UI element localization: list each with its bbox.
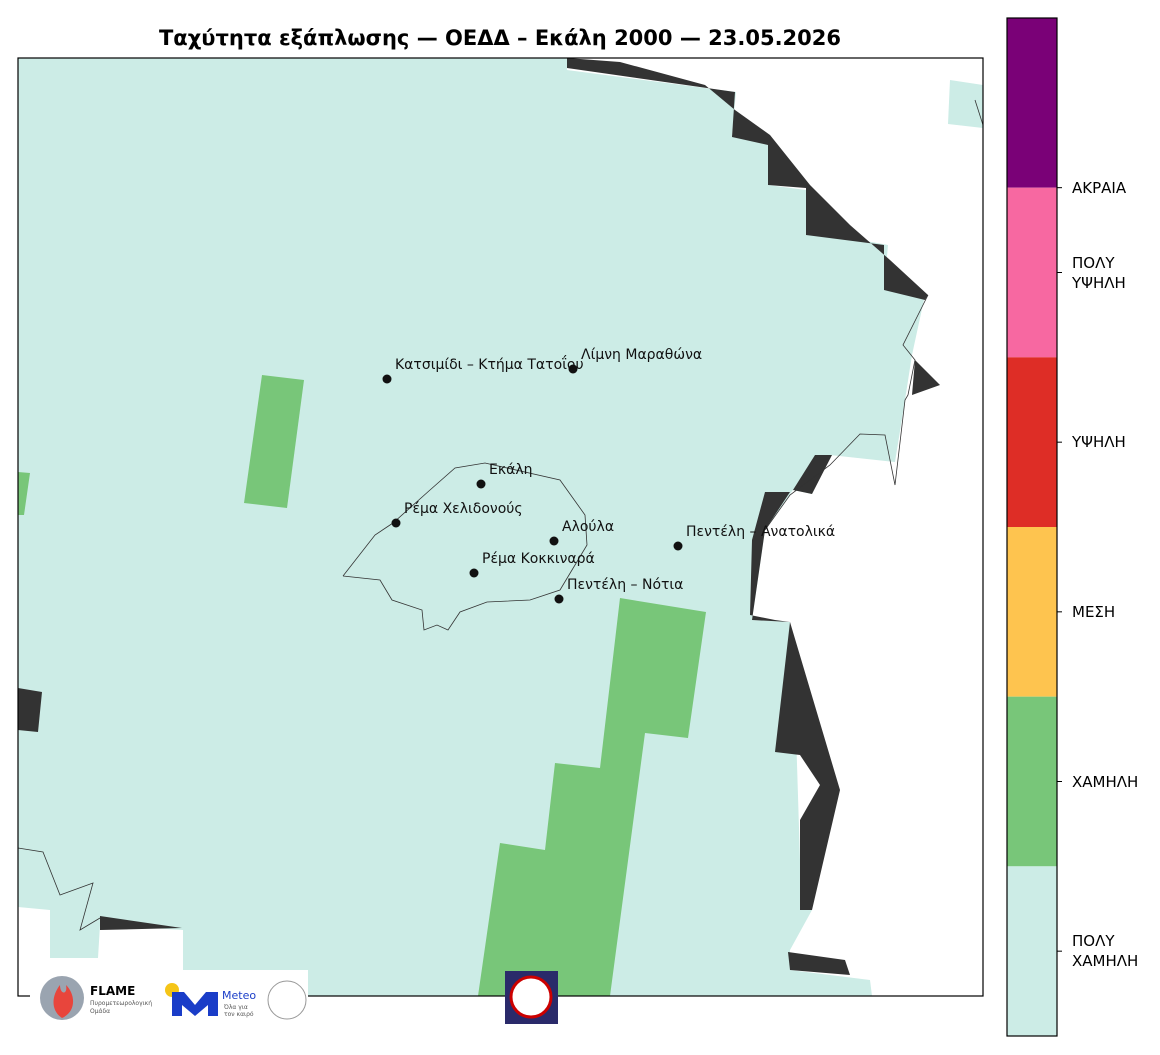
colorbar-label: ΠΟΛΥ ΥΨΗΛΗ <box>1072 253 1126 292</box>
place-marker <box>673 541 683 551</box>
coastline <box>974 99 984 126</box>
colorbar-label: ΠΟΛΥ ΧΑΜΗΛΗ <box>1072 932 1139 971</box>
place-label: Πεντέλη – Νότια <box>567 577 684 593</box>
unburnable <box>18 688 42 732</box>
meteo-text: Meteo <box>222 989 256 1002</box>
flame-icon <box>53 985 74 1018</box>
zone-low <box>244 375 304 508</box>
colorbar-band <box>1007 187 1057 358</box>
unburnable <box>750 492 790 622</box>
colorbar <box>1006 17 1062 1037</box>
place-marker <box>568 364 578 374</box>
coastline <box>764 294 929 531</box>
logos: FLAME Meteo <box>30 970 558 1028</box>
unburnable <box>775 622 840 910</box>
flame-text: FLAME <box>90 984 135 998</box>
map-frame <box>17 57 984 997</box>
unburnable <box>100 916 182 930</box>
place-label: Κατσιμίδι – Κτήμα Τατοΐου <box>395 357 584 373</box>
zone-very-low <box>18 58 925 996</box>
unburnable <box>567 58 928 300</box>
coastline <box>17 847 101 931</box>
meteo-m <box>172 992 218 1016</box>
map-area <box>17 57 984 997</box>
colorbar-label: ΥΨΗΛΗ <box>1072 433 1126 452</box>
fire-service-emblem <box>509 975 553 1019</box>
place-marker <box>549 536 559 546</box>
zone-low <box>478 598 706 996</box>
colorbar-band <box>1007 696 1057 867</box>
seal-logo <box>267 980 307 1020</box>
place-label: Ρέμα Χελιδονούς <box>404 501 523 517</box>
meteo-subtext: Όλα για τον καιρό <box>224 1004 254 1018</box>
boundary <box>342 462 588 631</box>
place-marker <box>391 518 401 528</box>
zone-low <box>18 472 30 515</box>
colorbar-band <box>1007 18 1057 188</box>
colorbar-band <box>1007 527 1057 697</box>
place-label: Ρέμα Κοκκιναρά <box>482 551 595 567</box>
place-marker <box>469 568 479 578</box>
place-label: Αλούλα <box>562 519 615 535</box>
place-marker <box>554 594 564 604</box>
colorbar-frame <box>1006 17 1058 1037</box>
flame-subtext: Πυρομετεωρολογική Ομάδα <box>90 1000 153 1015</box>
zone-very-low <box>948 80 983 128</box>
place-marker <box>476 479 486 489</box>
place-label: Λίμνη Μαραθώνα <box>581 347 703 363</box>
place-marker <box>382 374 392 384</box>
colorbar-band <box>1007 357 1057 527</box>
unburnable <box>788 952 850 975</box>
unburnable <box>793 455 832 494</box>
place-label: Εκάλη <box>489 462 533 478</box>
colorbar-label: ΜΕΣΗ <box>1072 602 1116 621</box>
unburnable <box>912 360 940 395</box>
colorbar-label: ΑΚΡΑΙΑ <box>1072 178 1127 197</box>
colorbar-label: ΧΑΜΗΛΗ <box>1072 772 1139 791</box>
place-label: Πεντέλη – Ανατολικά <box>686 524 836 540</box>
map-title: Ταχύτητα εξάπλωσης — ΟΕΔΔ – Εκάλη 2000 —… <box>159 26 841 50</box>
colorbar-band <box>1007 866 1057 1036</box>
